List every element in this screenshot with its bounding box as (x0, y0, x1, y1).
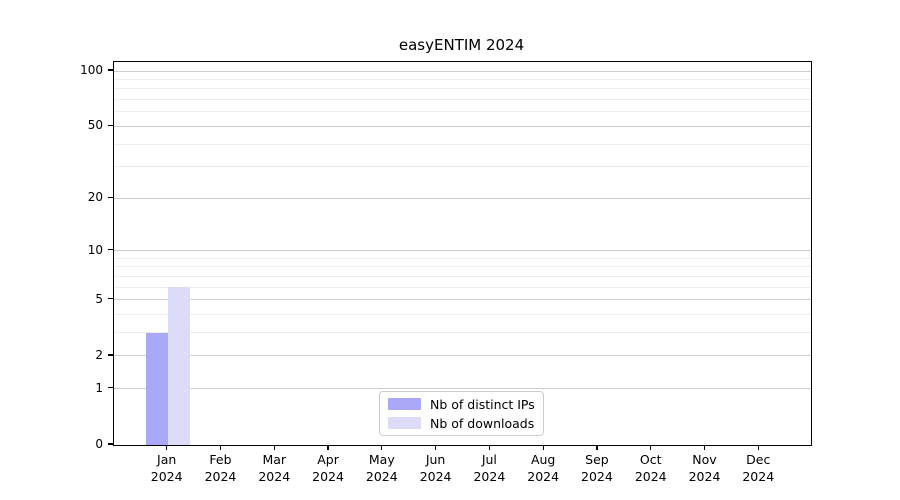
gridline-major (114, 250, 811, 252)
gridline-minor (114, 166, 811, 168)
x-axis-tick-mark (703, 445, 706, 450)
bar-distinct-ips (145, 332, 168, 445)
gridline-major (114, 197, 811, 199)
x-axis-tick-mark (596, 445, 598, 450)
legend-label-distinct-ips: Nb of distinct IPs (430, 396, 535, 412)
x-axis-tick-mark (381, 445, 383, 450)
legend-swatch-downloads-icon (388, 417, 421, 429)
legend-swatch-distinct-ips-icon (388, 398, 421, 410)
y-axis-tick-mark (108, 387, 113, 389)
x-axis-tick-mark (488, 445, 490, 450)
x-axis-tick-label: Jun 2024 (419, 452, 452, 484)
y-axis-tick-mark (108, 354, 113, 356)
x-axis-tick-mark (273, 445, 275, 450)
x-axis-tick-label: Oct 2024 (634, 452, 667, 484)
gridline-minor (114, 314, 811, 316)
legend-label-downloads: Nb of downloads (430, 415, 535, 431)
chart-title: easyENTIM 2024 (398, 36, 525, 54)
gridline-major (114, 125, 811, 127)
x-axis-tick-label: May 2024 (365, 452, 398, 484)
x-axis-tick-label: Apr 2024 (312, 452, 344, 484)
gridline-minor (114, 99, 811, 101)
x-axis-tick-mark (650, 445, 652, 450)
x-axis-tick-mark (166, 445, 168, 450)
x-axis-tick-mark (542, 445, 544, 450)
y-axis-tick-mark (108, 124, 113, 127)
x-axis-tick-label: Nov 2024 (688, 452, 721, 484)
y-axis-tick-label: 0 (95, 437, 103, 451)
gridline-minor (114, 143, 811, 145)
gridline-minor (114, 286, 811, 288)
gridline-minor (114, 276, 811, 278)
plot-area: Nb of distinct IPs Nb of downloads (113, 61, 812, 446)
gridline-minor (114, 332, 811, 334)
y-axis-tick-mark (108, 196, 113, 198)
y-axis-tick-label: 1 (95, 380, 103, 395)
gridline-major (114, 355, 811, 357)
y-axis-tick-mark (108, 443, 113, 445)
x-axis-tick-label: Jan 2024 (150, 452, 183, 484)
x-axis-tick-mark (219, 445, 222, 450)
y-axis-tick-mark (108, 298, 113, 300)
gridline-minor (114, 266, 811, 268)
gridline-major (114, 388, 811, 390)
gridline-minor (114, 79, 811, 81)
y-axis-tick-label: 20 (87, 190, 103, 205)
legend-entry-distinct-ips: Nb of distinct IPs (380, 397, 543, 412)
x-axis-tick-label: Feb 2024 (204, 452, 237, 484)
bar-downloads (167, 287, 190, 445)
legend: Nb of distinct IPs Nb of downloads (379, 391, 544, 436)
y-axis-tick-label: 100 (80, 63, 103, 78)
y-axis-tick-label: 2 (95, 347, 103, 362)
y-axis-tick-label: 50 (87, 118, 103, 133)
x-axis-tick-label: Dec 2024 (742, 452, 775, 484)
gridline-minor (114, 111, 811, 113)
y-axis-tick-label: 10 (87, 242, 103, 257)
x-axis-tick-mark (327, 445, 329, 450)
gridline-major (114, 299, 811, 301)
y-axis-tick-label: 5 (95, 291, 103, 306)
legend-entry-downloads: Nb of downloads (380, 416, 543, 431)
y-axis-tick-mark (108, 249, 113, 251)
x-axis-tick-label: Mar 2024 (258, 452, 291, 484)
y-axis-tick-mark (108, 69, 113, 71)
x-axis-tick-mark (757, 445, 759, 450)
x-axis-tick-label: Jul 2024 (473, 452, 506, 484)
x-axis-tick-label: Sep 2024 (581, 452, 613, 484)
gridline-major (114, 70, 811, 72)
gridline-minor (114, 88, 811, 90)
gridline-minor (114, 257, 811, 259)
x-axis-tick-label: Aug 2024 (527, 452, 560, 484)
x-axis-tick-mark (435, 445, 437, 450)
